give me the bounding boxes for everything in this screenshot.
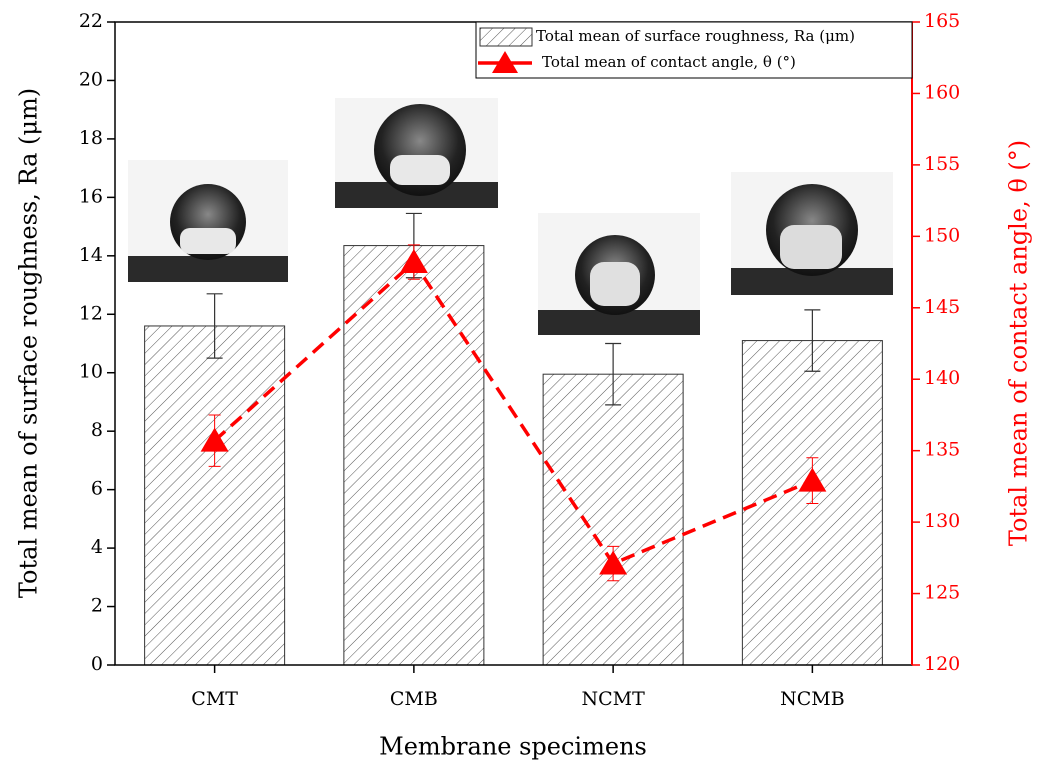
y2-tick-label: 155 — [924, 153, 960, 175]
legend-label: Total mean of surface roughness, Ra (μm) — [536, 27, 855, 45]
y2-tick-label: 165 — [924, 10, 960, 32]
y-tick-label: 8 — [91, 419, 103, 441]
bar — [145, 326, 285, 665]
y2-tick-label: 145 — [924, 296, 960, 318]
droplet-photo — [335, 98, 498, 208]
bar — [344, 246, 484, 665]
y-tick-label: 12 — [79, 302, 103, 324]
y-axis-title: Total mean of surface roughness, Ra (μm) — [15, 88, 43, 598]
y-tick-label: 4 — [91, 536, 103, 558]
y2-tick-label: 130 — [924, 510, 960, 532]
y2-tick-label: 120 — [924, 653, 960, 675]
y-tick-label: 22 — [79, 10, 103, 32]
droplet-photos — [128, 98, 893, 335]
y-tick-label: 16 — [79, 185, 103, 207]
bar — [543, 374, 683, 665]
x-axis-title: Membrane specimens — [379, 733, 647, 761]
y-tick-label: 20 — [79, 68, 103, 90]
y-tick-label: 18 — [79, 127, 103, 149]
droplet-photo — [538, 213, 700, 335]
y-tick-label: 6 — [91, 478, 103, 500]
y-tick-label: 2 — [91, 595, 103, 617]
y2-tick-label: 150 — [924, 224, 960, 246]
x-tick-label: CMB — [390, 688, 438, 710]
droplet-photo — [128, 160, 288, 282]
x-tick-label: CMT — [191, 688, 238, 710]
line — [215, 262, 813, 563]
y2-axis-title: Total mean of contact angle, θ (°) — [1005, 140, 1033, 546]
x-tick-label: NCMB — [780, 688, 845, 710]
x-tick-label: NCMT — [581, 688, 645, 710]
y2-tick-label: 140 — [924, 367, 960, 389]
legend-swatch — [480, 28, 532, 46]
y-tick-label: 10 — [79, 361, 103, 383]
droplet-photo — [731, 172, 893, 295]
y-tick-label: 14 — [79, 244, 103, 266]
chart: 0 2 4 6 8 10 12 14 16 18 20 22 120 125 130 135 140 145 150… — [0, 0, 1040, 772]
y2-tick-label: 135 — [924, 439, 960, 461]
legend-label: Total mean of contact angle, θ (°) — [542, 53, 796, 71]
y2-tick-label: 160 — [924, 81, 960, 103]
y-tick-label: 0 — [91, 653, 103, 675]
y2-tick-label: 125 — [924, 582, 960, 604]
plot-area: 0 2 4 6 8 10 12 14 16 18 20 22 120 125 130 135 140 145 150… — [79, 10, 960, 710]
